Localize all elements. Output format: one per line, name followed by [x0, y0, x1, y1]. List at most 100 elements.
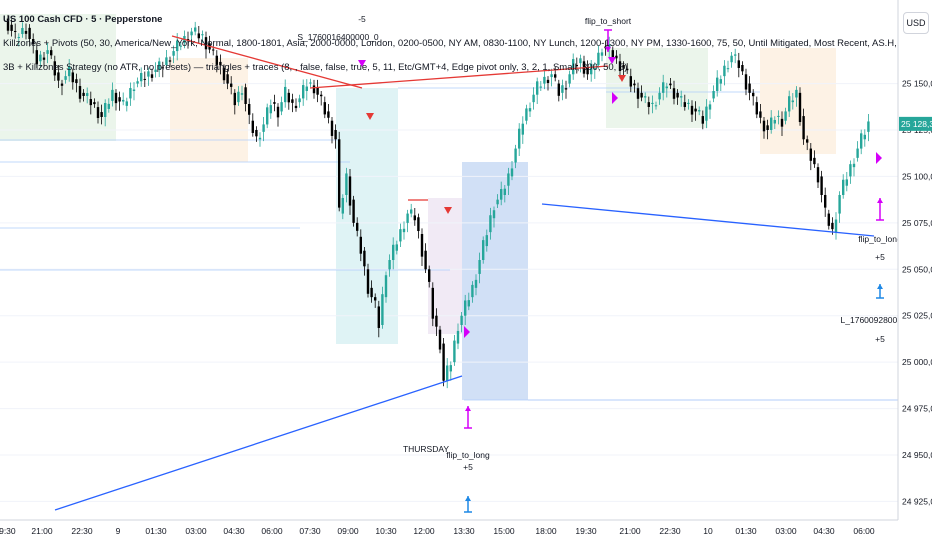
candle	[114, 89, 118, 111]
candle-body	[708, 104, 712, 110]
price-tick-label: 25 000,0	[902, 357, 932, 367]
candle-body	[334, 130, 337, 140]
candle	[748, 76, 751, 101]
candle-body	[262, 124, 265, 132]
candle-body	[806, 139, 809, 143]
candle	[104, 99, 107, 127]
candle	[568, 70, 571, 88]
candle-body	[10, 24, 13, 31]
candle	[316, 79, 319, 103]
candle	[392, 237, 395, 270]
candle-body	[827, 213, 830, 226]
candle-body	[802, 116, 805, 140]
long-arrow-head	[877, 198, 883, 203]
candle-body	[744, 74, 748, 90]
candle-body	[453, 340, 456, 363]
candle-body	[32, 39, 35, 45]
short-arrow-head	[605, 47, 611, 52]
candle	[701, 110, 704, 130]
indicator-2-label[interactable]: 3B + Killzones Strategy (no ATR, no pres…	[3, 62, 628, 73]
candle-body	[219, 61, 222, 66]
candle-body	[158, 61, 161, 70]
candle	[248, 98, 251, 125]
candle	[737, 52, 740, 78]
candle-body	[417, 217, 420, 232]
price-tick-label: 24 925,0	[902, 496, 932, 506]
candle	[723, 60, 726, 86]
candle	[305, 79, 308, 101]
candle	[507, 167, 510, 195]
candle-body	[752, 92, 755, 97]
candle-body	[773, 119, 776, 124]
candle	[780, 111, 784, 136]
candle	[834, 212, 838, 240]
candle-body	[413, 215, 416, 221]
candle	[784, 107, 787, 125]
indicator-1-label[interactable]: Killzones + Pivots (50, 30, America/New_…	[3, 38, 899, 49]
candle-body	[514, 148, 517, 163]
candle	[24, 23, 28, 40]
candle	[21, 22, 24, 38]
legend-indicator-1[interactable]: Killzones + Pivots (50, 30, America/New_…	[3, 38, 899, 49]
candle	[467, 292, 470, 311]
candle-body	[251, 120, 254, 133]
candle	[384, 271, 388, 303]
session-zone	[336, 88, 398, 344]
candle-body	[201, 34, 204, 36]
candle-body	[431, 287, 434, 319]
candle-body	[485, 235, 488, 247]
candle-body	[507, 173, 510, 186]
candle	[852, 158, 856, 177]
currency-button[interactable]: USD	[903, 12, 929, 34]
candle-body	[352, 199, 355, 223]
candle	[644, 92, 647, 104]
candle-body	[226, 74, 229, 84]
candle	[312, 79, 316, 99]
candle	[777, 110, 780, 125]
legend-symbol[interactable]: US 100 Cash CFD · 5 · Pepperstone	[3, 14, 162, 25]
candle-body	[593, 67, 596, 70]
candle-body	[528, 108, 532, 112]
candle	[579, 54, 582, 73]
candle-body	[503, 188, 506, 195]
candle	[388, 254, 391, 277]
candle	[338, 131, 341, 212]
price-axis: 25 150,025 125,025 100,025 075,025 050,0…	[897, 0, 932, 550]
red-trace-line	[171, 35, 363, 89]
candle-body	[435, 315, 438, 327]
candle	[420, 228, 424, 266]
candle-body	[359, 236, 362, 254]
candle	[766, 119, 769, 140]
candle-body	[258, 137, 262, 140]
candle-body	[176, 40, 179, 52]
candle-body	[327, 111, 330, 118]
session-zone	[760, 48, 836, 154]
candle-body	[824, 195, 827, 208]
candle-body	[96, 107, 100, 118]
candle-body	[813, 157, 816, 165]
candle-body	[129, 88, 132, 99]
candle-body	[338, 139, 341, 208]
price-axis-bg	[898, 0, 932, 550]
legend-indicator-2[interactable]: 3B + Killzones Strategy (no ATR, no pres…	[3, 62, 899, 73]
candle-body	[791, 100, 794, 103]
candle	[201, 30, 204, 43]
candle	[492, 206, 496, 228]
symbol-title[interactable]: US 100 Cash CFD · 5 · Pepperstone	[3, 14, 163, 25]
candle	[698, 106, 701, 116]
candle-body	[500, 189, 503, 200]
signal-markers: -5 flip_to_short S_1760016400000_0 THURSDAY…	[297, 14, 912, 513]
candle	[154, 62, 157, 78]
candle	[561, 79, 564, 101]
candle-body	[93, 102, 96, 105]
candle	[341, 194, 344, 220]
candle-body	[838, 195, 841, 214]
candle	[345, 167, 348, 203]
candle-body	[341, 197, 344, 214]
price-tick-label: 25 075,0	[902, 218, 932, 228]
candle	[237, 86, 240, 106]
candle-body	[82, 92, 85, 96]
candle-body	[28, 27, 31, 39]
